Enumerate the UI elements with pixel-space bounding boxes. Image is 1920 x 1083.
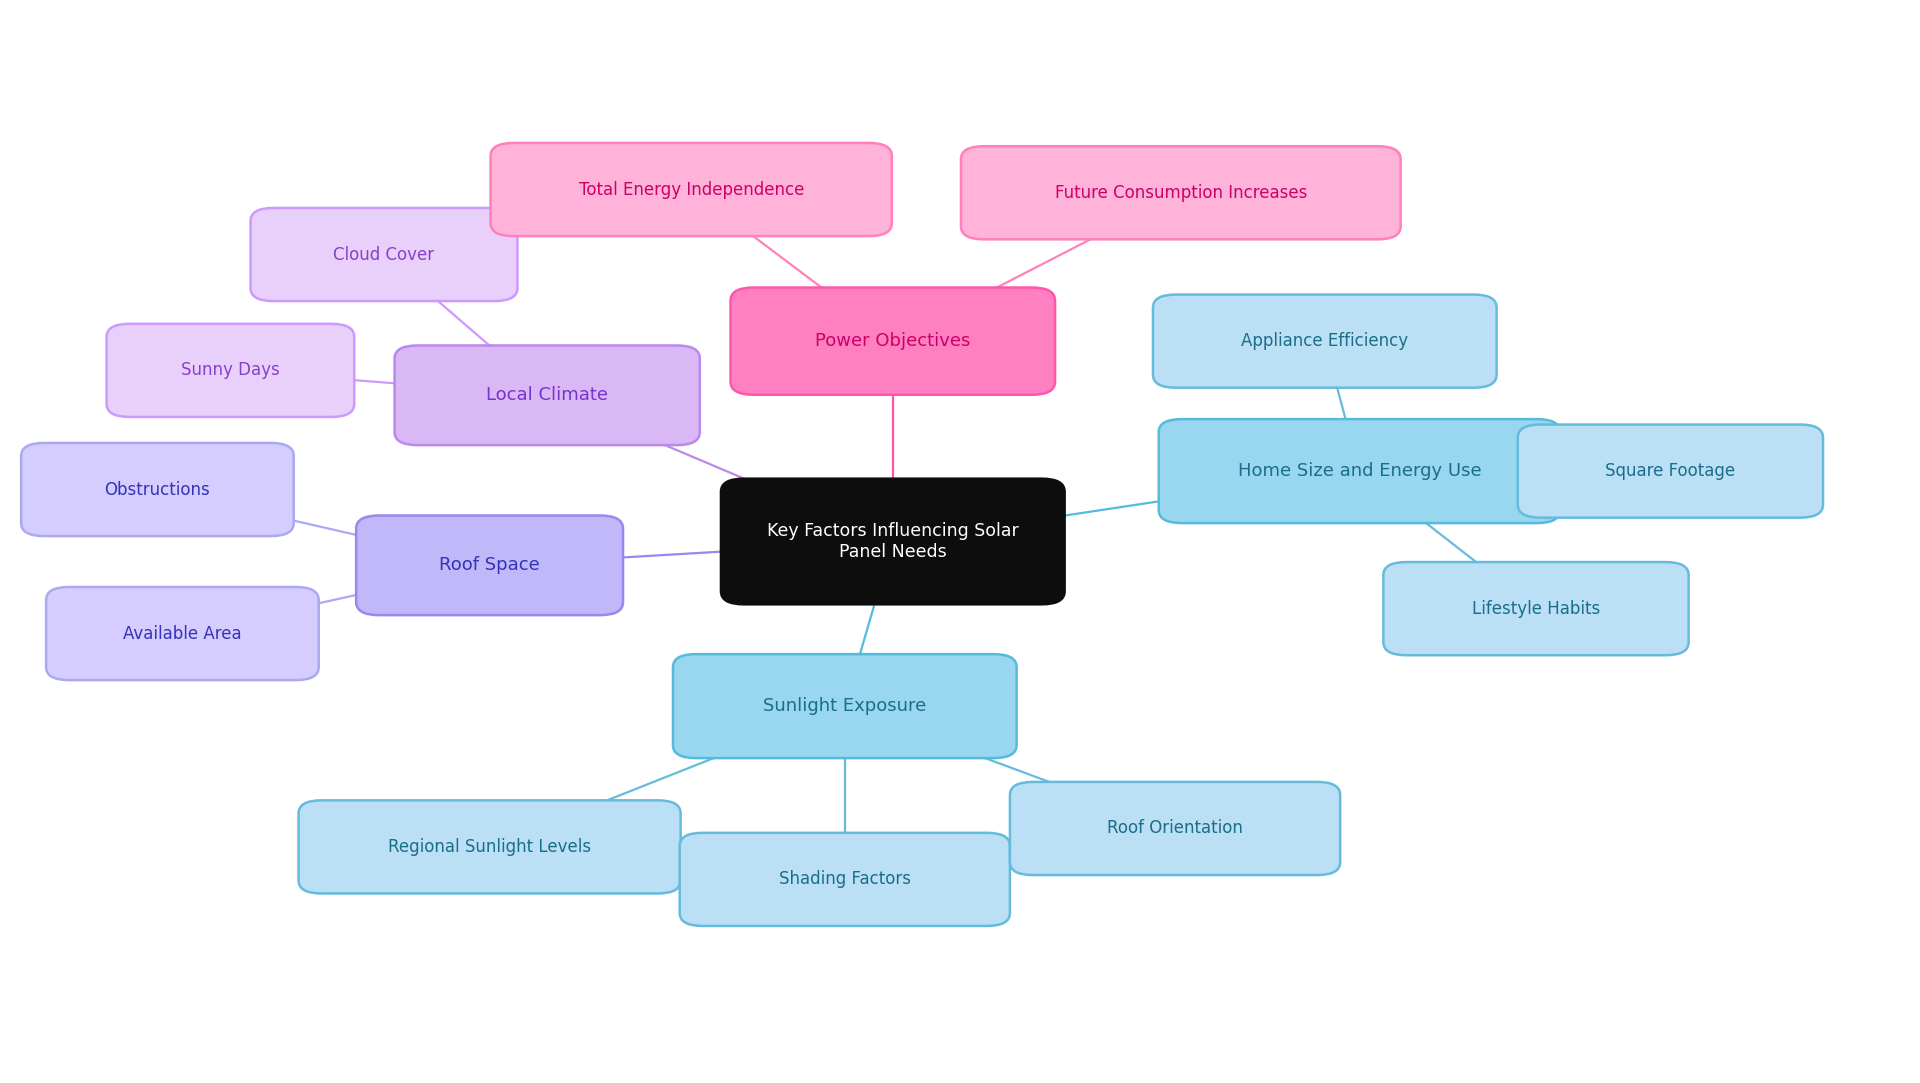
FancyBboxPatch shape xyxy=(394,345,699,445)
FancyBboxPatch shape xyxy=(490,143,891,236)
FancyBboxPatch shape xyxy=(1517,425,1824,518)
Text: Home Size and Energy Use: Home Size and Energy Use xyxy=(1238,462,1480,480)
FancyBboxPatch shape xyxy=(960,146,1400,239)
FancyBboxPatch shape xyxy=(1152,295,1496,388)
Text: Appliance Efficiency: Appliance Efficiency xyxy=(1240,332,1409,350)
FancyBboxPatch shape xyxy=(1010,782,1340,875)
FancyBboxPatch shape xyxy=(46,587,319,680)
FancyBboxPatch shape xyxy=(722,479,1064,604)
FancyBboxPatch shape xyxy=(672,654,1018,758)
Text: Cloud Cover: Cloud Cover xyxy=(334,246,434,263)
FancyBboxPatch shape xyxy=(355,516,622,615)
Text: Sunlight Exposure: Sunlight Exposure xyxy=(762,697,927,715)
FancyBboxPatch shape xyxy=(250,208,518,301)
Text: Roof Orientation: Roof Orientation xyxy=(1108,820,1242,837)
FancyBboxPatch shape xyxy=(1158,419,1559,523)
Text: Regional Sunlight Levels: Regional Sunlight Levels xyxy=(388,838,591,856)
FancyBboxPatch shape xyxy=(730,287,1056,394)
Text: Square Footage: Square Footage xyxy=(1605,462,1736,480)
Text: Shading Factors: Shading Factors xyxy=(780,871,910,888)
FancyBboxPatch shape xyxy=(21,443,294,536)
Text: Lifestyle Habits: Lifestyle Habits xyxy=(1473,600,1599,617)
Text: Sunny Days: Sunny Days xyxy=(180,362,280,379)
Text: Future Consumption Increases: Future Consumption Increases xyxy=(1054,184,1308,201)
Text: Total Energy Independence: Total Energy Independence xyxy=(578,181,804,198)
FancyBboxPatch shape xyxy=(680,833,1010,926)
FancyBboxPatch shape xyxy=(300,800,680,893)
Text: Obstructions: Obstructions xyxy=(104,481,211,498)
Text: Key Factors Influencing Solar
Panel Needs: Key Factors Influencing Solar Panel Need… xyxy=(766,522,1020,561)
Text: Roof Space: Roof Space xyxy=(440,557,540,574)
Text: Local Climate: Local Climate xyxy=(486,387,609,404)
Text: Available Area: Available Area xyxy=(123,625,242,642)
FancyBboxPatch shape xyxy=(1382,562,1690,655)
FancyBboxPatch shape xyxy=(108,324,353,417)
Text: Power Objectives: Power Objectives xyxy=(816,332,970,350)
